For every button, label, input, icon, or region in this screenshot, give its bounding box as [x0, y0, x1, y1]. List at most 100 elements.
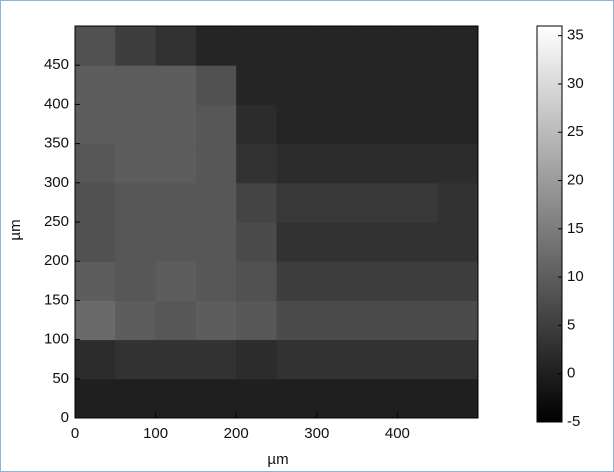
heat-cell [437, 143, 479, 184]
heat-cell [316, 104, 358, 145]
heat-cell [115, 143, 157, 184]
heat-cell [75, 378, 116, 419]
heat-cell [437, 261, 479, 301]
heat-cell [75, 261, 116, 301]
heat-cell [437, 65, 479, 105]
heat-cell [115, 261, 157, 301]
y-tick-label: 400 [44, 95, 69, 112]
heat-cell [316, 26, 358, 66]
heat-cell [316, 261, 358, 301]
heat-cell [397, 222, 439, 262]
colorbar [536, 25, 563, 423]
heat-cell [316, 182, 358, 223]
heat-cell [397, 300, 439, 341]
heat-cell [357, 222, 398, 262]
y-tick-label: 350 [44, 135, 69, 152]
colorbar-tick-label: 5 [567, 316, 575, 333]
heat-cell [316, 378, 358, 419]
y-axis-label: µm [7, 219, 24, 240]
colorbar-tick-label: 25 [567, 123, 584, 140]
x-tick-label: 300 [304, 425, 329, 442]
heat-cell [397, 65, 439, 105]
heat-cell [357, 143, 398, 184]
heat-cell [316, 143, 358, 184]
x-tick-label: 0 [71, 425, 79, 442]
heat-cell [115, 222, 157, 262]
heat-cell [236, 378, 277, 419]
heat-cell [276, 65, 318, 105]
heat-cell [316, 339, 358, 380]
heat-cell [357, 300, 398, 341]
heat-cell [357, 26, 398, 66]
heat-cell [115, 182, 157, 223]
heat-cell [236, 65, 277, 105]
colorbar-tick-label: 0 [567, 365, 575, 382]
heat-cell [276, 26, 318, 66]
heat-cell [75, 300, 116, 341]
heat-cell [437, 378, 479, 419]
heat-cell [195, 104, 237, 145]
y-tick-label: 250 [44, 213, 69, 230]
heat-cell [115, 104, 157, 145]
heat-cell [276, 222, 318, 262]
x-tick-label: 400 [385, 425, 410, 442]
heat-cell [276, 300, 318, 341]
heat-cell [357, 378, 398, 419]
heat-cell [195, 339, 237, 380]
heat-cell [236, 339, 277, 380]
heat-cell [397, 378, 439, 419]
heat-cell [195, 182, 237, 223]
heat-cell [437, 182, 479, 223]
heat-cell [357, 104, 398, 145]
heat-cell [437, 222, 479, 262]
heat-cell [75, 143, 116, 184]
heat-cell [276, 143, 318, 184]
x-axis-label: µm [267, 451, 288, 468]
heat-cell [155, 65, 197, 105]
heat-cell [236, 300, 277, 341]
heat-cell [397, 339, 439, 380]
heat-cell [437, 104, 479, 145]
y-tick-label: 0 [61, 409, 69, 426]
heat-cell [195, 300, 237, 341]
heat-cell [75, 222, 116, 262]
heat-cell [316, 300, 358, 341]
heat-cell [155, 339, 197, 380]
colorbar-tick-label: 20 [567, 172, 584, 189]
heat-cell [276, 378, 318, 419]
heat-cell [357, 65, 398, 105]
y-tick-label: 150 [44, 291, 69, 308]
heat-cell [155, 26, 197, 66]
heat-cell [195, 378, 237, 419]
x-tick-label: 200 [224, 425, 249, 442]
heat-cell [236, 143, 277, 184]
heat-cell [357, 182, 398, 223]
heat-cell [75, 182, 116, 223]
heat-cell [357, 261, 398, 301]
heat-cell [155, 261, 197, 301]
heat-cell [397, 182, 439, 223]
heat-cell [75, 104, 116, 145]
heat-cell [75, 26, 116, 66]
heat-cell [115, 300, 157, 341]
colorbar-tick-label: -5 [567, 413, 580, 430]
colorbar-tick-label: 30 [567, 75, 584, 92]
heat-cell [276, 261, 318, 301]
heat-cell [236, 182, 277, 223]
y-tick-label: 100 [44, 331, 69, 348]
heat-cell [236, 26, 277, 66]
x-tick-label: 100 [143, 425, 168, 442]
y-tick-label: 300 [44, 174, 69, 191]
heat-cell [397, 261, 439, 301]
heat-cell [195, 222, 237, 262]
heat-cell [115, 378, 157, 419]
heat-cell [155, 300, 197, 341]
heat-cell [236, 222, 277, 262]
colorbar-tick-label: 10 [567, 268, 584, 285]
heat-cell [75, 339, 116, 380]
heat-cell [75, 65, 116, 105]
heat-cell [236, 104, 277, 145]
y-tick-label: 50 [52, 370, 69, 387]
